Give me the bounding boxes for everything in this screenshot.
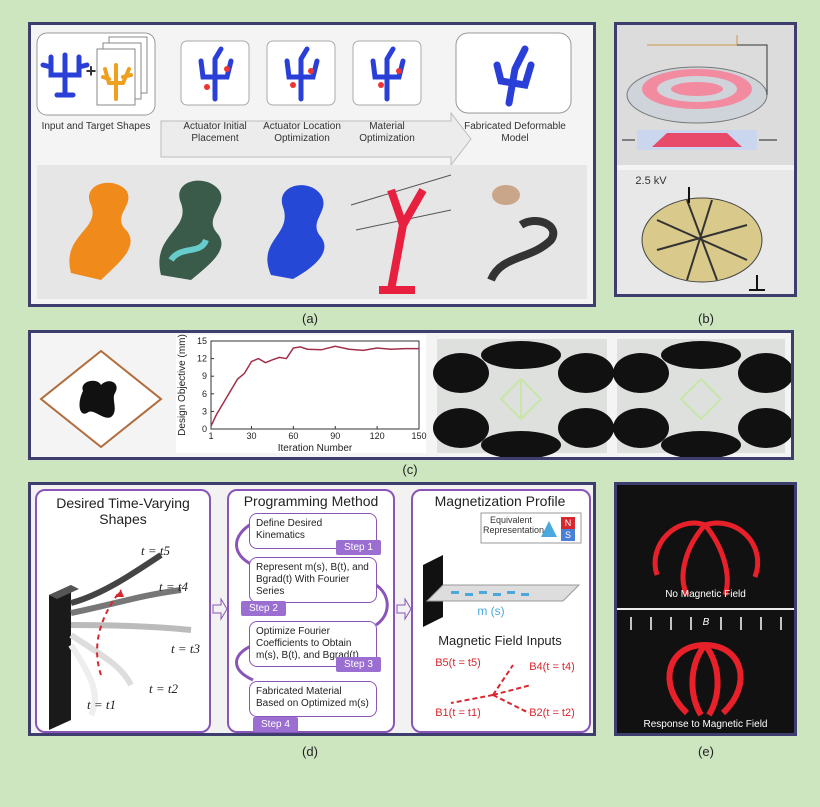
step-material-label: Material Optimization	[359, 121, 415, 144]
caption-b: (b)	[698, 311, 714, 326]
panel-a: Input and Target Shapes Actuator Initial…	[28, 22, 596, 307]
panel-e-art	[617, 520, 794, 717]
x-tick-label: 30	[246, 431, 256, 441]
panel-c: 1 30 60 90 120 150 0 3 6 9 12 15 Iteration Number Des…	[28, 330, 794, 460]
step-location-label: Actuator Location Optimization	[263, 121, 341, 144]
time-label-5: t = t5	[141, 543, 170, 558]
step-2-box: Represent m(s), B(t), and Bgrad(t) With …	[249, 557, 377, 603]
caption-e: (e)	[698, 744, 714, 759]
x-tick-label: 60	[288, 431, 298, 441]
panel-d-art	[49, 512, 582, 730]
step-2-tag: Step 2	[241, 601, 286, 616]
step-fabricated-label: Fabricated Deformable Model	[464, 121, 566, 144]
time-label-1: t = t1	[87, 697, 116, 712]
input-shape-icon	[40, 52, 90, 98]
panel-e: No Magnetic Field B Response to Magnetic…	[614, 482, 797, 736]
chart-frame	[210, 340, 420, 430]
gripper-closed	[666, 642, 744, 717]
step-input-label: Input and Target Shapes	[41, 121, 151, 132]
south-label: S	[564, 530, 571, 540]
time-label-3: t = t3	[171, 641, 200, 656]
response-label: Response to Magnetic Field	[643, 719, 768, 730]
north-label: N	[564, 518, 572, 528]
step-4-tag: Step 4	[253, 717, 298, 732]
b4-label: B4(t = t4)	[529, 661, 575, 673]
b2-label: B2(t = t2)	[529, 707, 575, 719]
photo-blue-model	[267, 185, 325, 279]
y-tick-label: 0	[202, 424, 207, 434]
col-profile-title: Magnetization Profile	[434, 493, 566, 509]
x-tick-label: 90	[330, 431, 340, 441]
time-label-4: t = t4	[159, 579, 188, 594]
gripper-open	[652, 520, 761, 597]
y-tick-label: 3	[202, 406, 207, 416]
time-label-2: t = t2	[149, 681, 178, 696]
caption-a: (a)	[302, 311, 318, 326]
x-tick-label: 150	[411, 431, 426, 441]
photo-orange-model	[69, 182, 131, 280]
col-shapes-title: Desired Time-Varying Shapes	[56, 495, 190, 527]
y-tick-label: 12	[197, 354, 207, 364]
caption-c: (c)	[402, 462, 418, 477]
photo-red-model	[350, 174, 452, 294]
step-initial-label: Actuator Initial Placement	[183, 121, 247, 144]
x-tick-label: 1	[208, 431, 213, 441]
no-field-label: No Magnetic Field	[665, 589, 746, 600]
y-tick-label: 9	[202, 371, 207, 381]
panel-c-art: 1 30 60 90 120 150 0 3 6 9 12 15 Iteration Number Des…	[39, 334, 791, 457]
caption-d: (d)	[302, 744, 318, 759]
photo-hand-model	[487, 185, 558, 282]
panel-b-art	[617, 25, 794, 294]
x-tick-label: 120	[370, 431, 385, 441]
y-tick-label: 6	[202, 389, 207, 399]
objective-line	[210, 345, 419, 427]
panel-a-art	[36, 32, 587, 299]
photo-mixed-model	[159, 180, 222, 280]
y-axis-label: Design Objective (mm)	[177, 334, 188, 436]
x-axis-label: Iteration Number	[278, 443, 353, 454]
panel-b: 2.5 kV	[614, 22, 797, 297]
b1-label: B1(t = t1)	[435, 707, 481, 719]
field-inputs-title: Magnetic Field Inputs	[438, 633, 562, 648]
step-4-box: Fabricated Material Based on Optimized m…	[249, 681, 377, 717]
objective-chart: 1 30 60 90 120 150 0 3 6 9 12 15 Iteration Number Des…	[177, 334, 427, 454]
equivalent-label: Equivalent Representation	[483, 515, 545, 535]
panel-d: Desired Time-Varying Shapes Programming …	[28, 482, 596, 736]
step-3-box: Optimize Fourier Coefficients to Obtain …	[249, 621, 377, 667]
target-shape-icon	[101, 63, 133, 101]
voltage-label: 2.5 kV	[635, 175, 667, 187]
y-tick-label: 15	[197, 336, 207, 346]
col-method-title: Programming Method	[243, 493, 379, 509]
b-field-label: B	[702, 617, 710, 628]
step-1-tag: Step 1	[336, 540, 381, 555]
step-3-tag: Step 3	[336, 657, 381, 672]
plus-sign: +	[85, 61, 97, 81]
magnetization-label: m (s)	[477, 604, 505, 618]
b5-label: B5(t = t5)	[435, 657, 481, 669]
